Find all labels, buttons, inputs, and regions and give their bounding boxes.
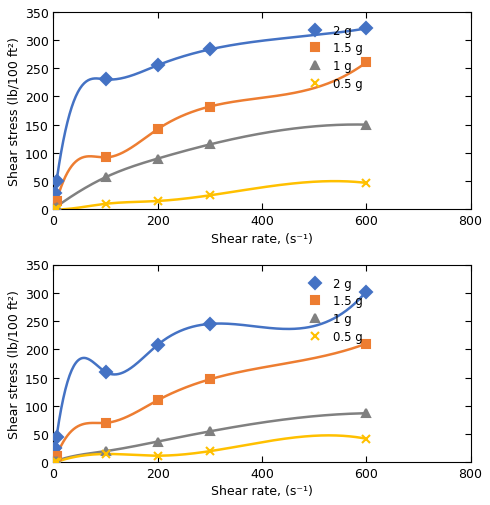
2 g [52,445,58,451]
Line: 0.5 g: 0.5 g [51,179,370,214]
0.5 g [155,198,161,205]
0.5 g [53,207,59,213]
Y-axis label: Shear stress (lb/100 ft²): Shear stress (lb/100 ft²) [7,289,21,438]
1.5 g [52,457,58,463]
1 g [102,448,108,454]
1.5 g [155,127,161,133]
Legend: 2 g, 1.5 g, 1 g, 0.5 g: 2 g, 1.5 g, 1 g, 0.5 g [301,275,366,345]
0.5 g [363,436,369,442]
2 g [207,321,213,327]
1.5 g [207,377,213,383]
2 g [102,369,108,375]
2 g [207,47,213,54]
0.5 g [102,201,108,208]
0.5 g [102,451,108,457]
0.5 g [207,448,213,454]
1.5 g [207,105,213,111]
Legend: 2 g, 1.5 g, 1 g, 0.5 g: 2 g, 1.5 g, 1 g, 0.5 g [301,22,366,93]
1 g [52,206,58,212]
1.5 g [52,204,58,210]
1 g [52,459,58,465]
2 g [53,434,59,440]
1 g [207,142,213,148]
0.5 g [53,459,59,465]
1.5 g [53,198,59,205]
Line: 1 g: 1 g [51,409,370,466]
1.5 g [363,60,369,66]
Line: 2 g: 2 g [51,25,370,197]
2 g [52,190,58,196]
1.5 g [155,397,161,403]
Line: 1 g: 1 g [51,121,370,213]
1.5 g [102,155,108,161]
1.5 g [53,453,59,459]
1 g [363,122,369,128]
Y-axis label: Shear stress (lb/100 ft²): Shear stress (lb/100 ft²) [7,37,21,185]
Line: 2 g: 2 g [51,288,370,452]
1.5 g [363,341,369,347]
2 g [102,77,108,83]
0.5 g [363,180,369,186]
Line: 1.5 g: 1.5 g [51,340,370,464]
Line: 1.5 g: 1.5 g [51,59,370,212]
1.5 g [102,420,108,426]
Line: 0.5 g: 0.5 g [51,435,370,467]
2 g [363,26,369,32]
1 g [53,204,59,210]
2 g [363,289,369,295]
1 g [207,428,213,434]
2 g [155,63,161,69]
X-axis label: Shear rate, (s⁻¹): Shear rate, (s⁻¹) [211,232,313,245]
X-axis label: Shear rate, (s⁻¹): Shear rate, (s⁻¹) [211,484,313,497]
0.5 g [207,193,213,199]
0.5 g [155,453,161,459]
1 g [155,439,161,445]
2 g [53,179,59,185]
1 g [363,411,369,417]
0.5 g [52,460,58,466]
1 g [155,156,161,162]
2 g [155,342,161,348]
1 g [102,175,108,181]
1 g [53,458,59,464]
0.5 g [52,207,58,213]
